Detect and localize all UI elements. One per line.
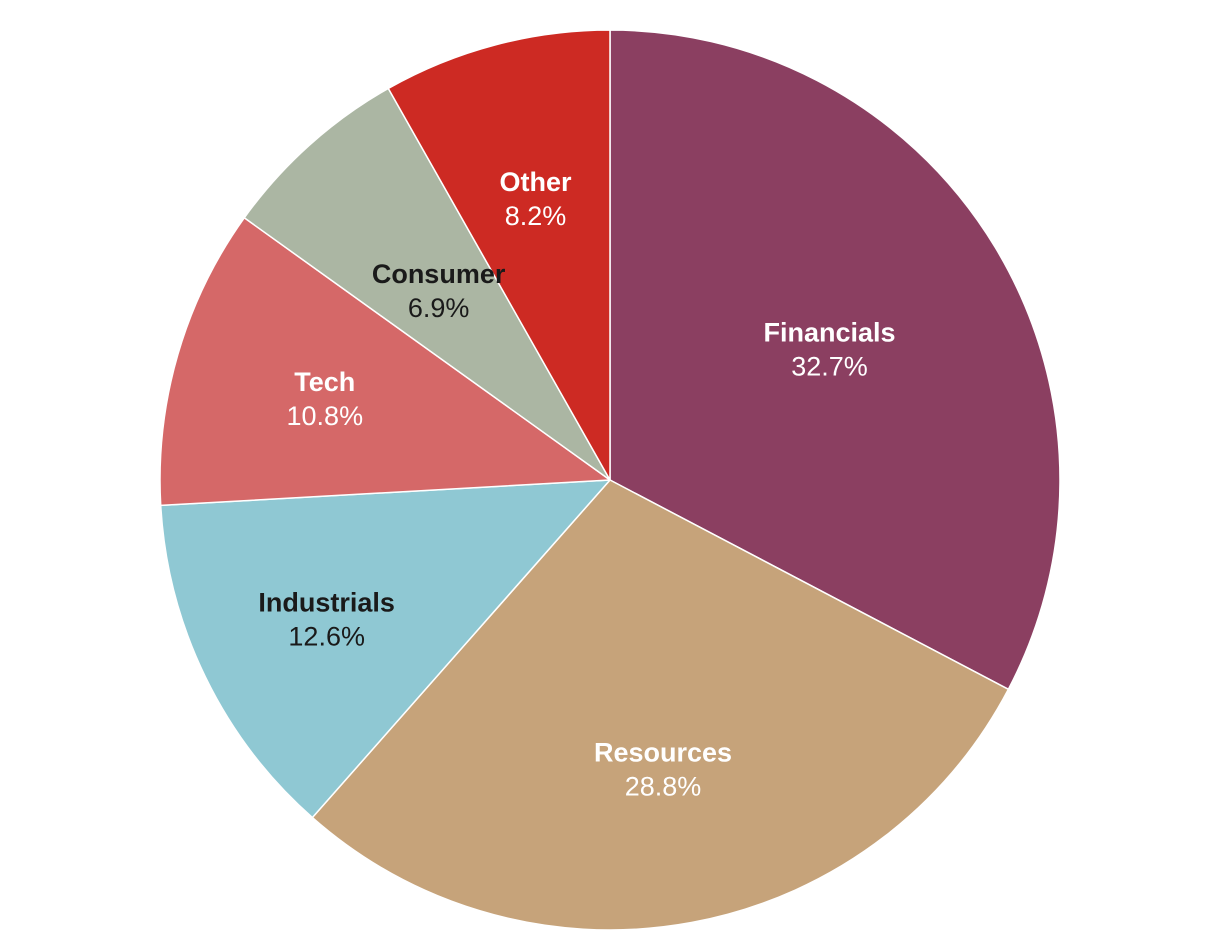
pie-slice-other	[387, 29, 611, 481]
slice-label-resources: Resources	[594, 738, 732, 768]
pie-labels: Financials 32.7% Resources 28.8% Industrials…	[258, 167, 895, 802]
slice-label-other: Other	[499, 167, 572, 197]
slice-value-industrials: 12.6%	[288, 622, 365, 652]
slice-label-consumer: Consumer	[372, 259, 506, 289]
slice-label-tech: Tech	[294, 367, 355, 397]
slice-label-financials: Financials	[763, 317, 895, 347]
slice-label-industrials: Industrials	[258, 588, 395, 618]
pie-slice-tech	[159, 217, 611, 507]
slice-value-tech: 10.8%	[287, 401, 364, 431]
pie-slice-consumer	[243, 87, 611, 481]
slice-value-resources: 28.8%	[625, 772, 702, 802]
slice-value-other: 8.2%	[505, 201, 567, 231]
slice-value-financials: 32.7%	[791, 351, 868, 381]
pie-slice-industrials	[159, 479, 611, 819]
pie-slice-resources	[311, 479, 1010, 931]
pie-slice-financials	[609, 29, 1061, 691]
pie-slices	[159, 29, 1061, 931]
slice-value-consumer: 6.9%	[408, 293, 470, 323]
